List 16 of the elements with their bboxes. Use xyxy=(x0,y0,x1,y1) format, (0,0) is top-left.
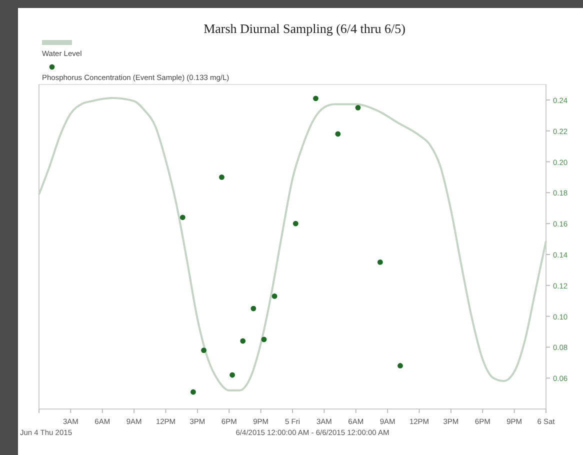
point xyxy=(230,372,235,378)
point xyxy=(240,338,246,344)
point xyxy=(180,214,186,220)
point xyxy=(313,96,318,102)
point xyxy=(335,131,341,137)
point xyxy=(250,306,256,312)
chart-title: Marsh Diurnal Sampling (6/4 thru 6/5) xyxy=(204,21,406,36)
point xyxy=(201,348,206,353)
point xyxy=(272,294,278,299)
point xyxy=(190,389,196,395)
point xyxy=(219,174,224,180)
point xyxy=(398,363,403,368)
point xyxy=(261,336,267,342)
point xyxy=(377,260,383,265)
point xyxy=(355,104,361,110)
point xyxy=(292,220,298,226)
